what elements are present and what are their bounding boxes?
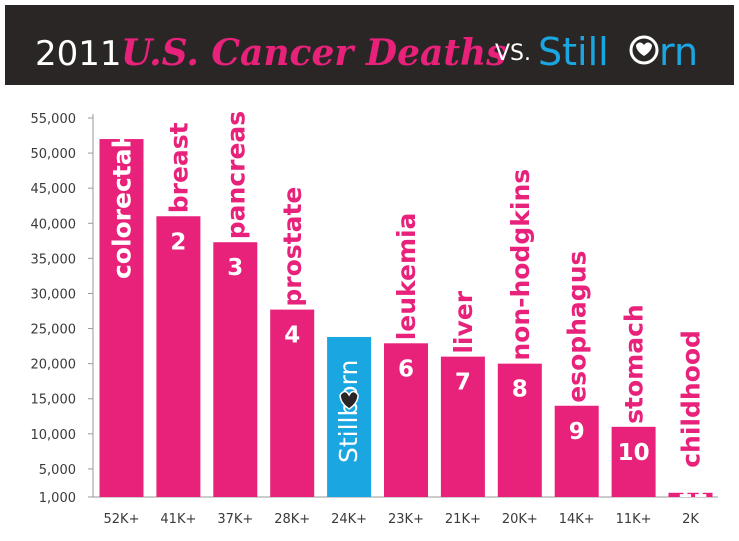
bar-leukemia (384, 343, 428, 497)
y-tick-label: 40,000 (31, 217, 77, 232)
x-tick-label: 2K (682, 512, 699, 527)
title-banner: 2011 U.S. Cancer Deaths VS. Still rn (5, 5, 734, 85)
x-tick-label: 23K+ (388, 512, 424, 527)
rank-label: 3 (227, 255, 243, 281)
rank-label: 1 (113, 123, 130, 151)
y-tick-label: 45,000 (31, 182, 77, 197)
stillborn-heart-icon (339, 390, 359, 410)
y-tick-label: 35,000 (31, 252, 77, 267)
bar-name-label: non-hodgkins (506, 169, 535, 361)
x-tick-label: 37K+ (217, 512, 253, 527)
bar-name-label: colorectal (108, 140, 137, 279)
bar-name-label: Stillborn (334, 360, 363, 463)
bar-name-label: pancreas (221, 111, 250, 239)
x-tick-label: 52K+ (104, 512, 140, 527)
bar-stomach (611, 426, 656, 497)
bar-name-label: stomach (620, 304, 649, 424)
bar-breast (156, 216, 201, 497)
bar-childhood (668, 492, 713, 497)
rank-label: 6 (398, 356, 414, 382)
x-tick-label: 20K+ (502, 512, 538, 527)
x-tick-label: 11K+ (616, 512, 652, 527)
bar-prostate (270, 309, 315, 497)
x-tick-label: 21K+ (445, 512, 481, 527)
brand-heart-icon (629, 35, 659, 65)
title-vs: VS. (495, 41, 531, 66)
y-tick-label: 50,000 (31, 147, 77, 162)
title-year: 2011 (35, 34, 122, 74)
y-tick-label: 30,000 (31, 287, 77, 302)
title-main: U.S. Cancer Deaths (121, 32, 506, 74)
bars (99, 139, 713, 498)
rank-label: 9 (569, 419, 585, 445)
x-tick-label: 41K+ (160, 512, 196, 527)
bar-name-label: prostate (278, 187, 307, 307)
rank-label: 2 (170, 229, 186, 255)
bar-name-label: leukemia (392, 213, 421, 341)
x-tick-label: 28K+ (274, 512, 310, 527)
rank-label: 11 (677, 478, 708, 503)
bar-stillborn (327, 336, 372, 497)
x-tick-label: 14K+ (559, 512, 595, 527)
bar-name-label: esophagus (563, 251, 592, 403)
rank-label: 4 (284, 323, 300, 349)
bar-name-label: childhood (677, 330, 706, 468)
rank-label: 10 (618, 440, 650, 466)
bar-name-label: liver (449, 290, 478, 353)
title-brand-suffix: rn (659, 30, 698, 74)
y-tick-label: 10,000 (31, 428, 77, 443)
x-tick-label: 24K+ (331, 512, 367, 527)
bar-pancreas (213, 242, 258, 497)
y-tick-label: 25,000 (31, 323, 77, 338)
rank-label: 7 (455, 370, 471, 396)
y-tick-label: 20,000 (31, 358, 77, 373)
y-tick-label: 5,000 (39, 463, 76, 478)
bar-name-label: breast (164, 122, 193, 213)
bar-liver (440, 356, 485, 497)
bar-non-hodgkins (497, 363, 542, 497)
x-axis-labels: 52K+ 41K+ 37K+ 28K+ 24K+ 23K+ 21K+ 20K+ 14K+ 11K+… (104, 512, 700, 527)
y-tick-label: 55,000 (31, 112, 77, 127)
title-brand-prefix: Still (538, 30, 609, 74)
bar-esophagus (554, 405, 599, 497)
y-tick-label: 1,000 (39, 491, 76, 506)
y-tick-label: 15,000 (31, 393, 77, 408)
title-banner-graphic: 2011 U.S. Cancer Deaths VS. Still rn (35, 30, 698, 74)
rank-label: 5 (340, 347, 365, 362)
bar-colorectal (99, 139, 144, 498)
rank-label: 8 (512, 377, 528, 403)
